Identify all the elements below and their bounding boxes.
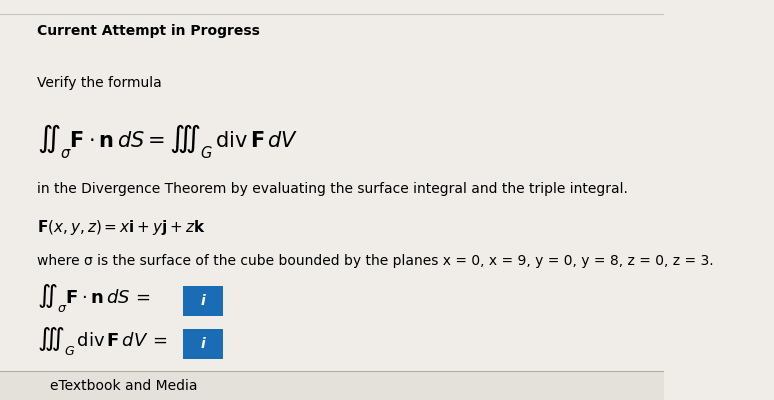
FancyBboxPatch shape [0,371,664,400]
Text: Verify the formula: Verify the formula [36,76,161,90]
Text: Current Attempt in Progress: Current Attempt in Progress [36,24,259,38]
Text: in the Divergence Theorem by evaluating the surface integral and the triple inte: in the Divergence Theorem by evaluating … [36,182,628,196]
Text: where σ is the surface of the cube bounded by the planes x = 0, x = 9, y = 0, y : where σ is the surface of the cube bound… [36,254,713,268]
Text: $\iiint_{G}\,\mathrm{div}\,\mathbf{F}\,dV\,=$: $\iiint_{G}\,\mathrm{div}\,\mathbf{F}\,d… [36,325,167,357]
Text: $\iint_{\sigma}\mathbf{F}\cdot\mathbf{n}\,dS\,=$: $\iint_{\sigma}\mathbf{F}\cdot\mathbf{n}… [36,282,150,314]
Text: i: i [200,337,205,351]
FancyBboxPatch shape [183,286,222,316]
Text: $\mathbf{F}(x, y, z) = x\mathbf{i} + y\mathbf{j} + z\mathbf{k}$: $\mathbf{F}(x, y, z) = x\mathbf{i} + y\m… [36,218,206,237]
FancyBboxPatch shape [183,329,222,359]
Text: i: i [200,294,205,308]
Text: eTextbook and Media: eTextbook and Media [50,378,197,393]
Text: $\iint_{\sigma}\mathbf{F}\cdot\mathbf{n}\,dS = \iiint_{G}\,\mathrm{div}\,\mathbf: $\iint_{\sigma}\mathbf{F}\cdot\mathbf{n}… [36,122,298,161]
